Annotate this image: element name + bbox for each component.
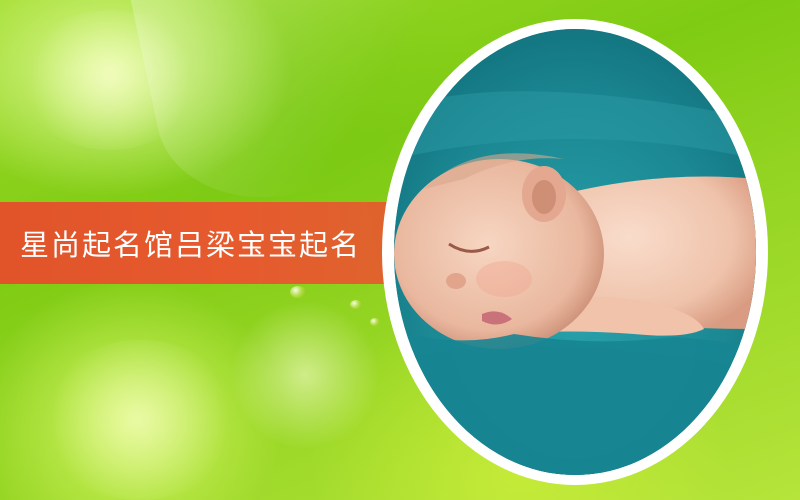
page-title: 星尚起名馆吕梁宝宝起名 [20, 228, 362, 262]
dew-drop [290, 286, 306, 298]
bokeh-light [20, 10, 200, 150]
dew-drop [370, 318, 380, 326]
dew-drop [350, 300, 362, 309]
baby-eye [448, 242, 490, 253]
baby-mouth [482, 311, 512, 325]
baby-body [544, 176, 756, 329]
title-banner: 星尚起名馆吕梁宝宝起名 [0, 202, 390, 284]
baby-illustration [394, 29, 756, 475]
bokeh-light [230, 300, 380, 450]
bokeh-light [40, 340, 240, 500]
sleeping-baby-photo [394, 29, 756, 475]
